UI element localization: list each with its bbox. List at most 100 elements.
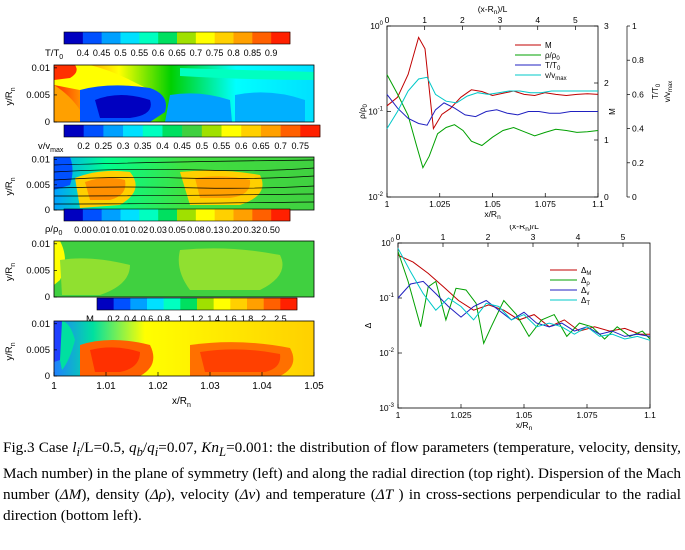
colorbar-swatch [260, 125, 281, 137]
series-line [386, 94, 598, 126]
left-ylabel: y/Rn [4, 87, 17, 105]
top-tick-label: 4 [576, 232, 581, 242]
colorbar-tick-label: 0.7 [274, 141, 287, 151]
colorbar-swatch [271, 209, 291, 221]
colorbar-tick-label: 0.35 [134, 141, 152, 151]
colorbar-swatch [201, 125, 222, 137]
colorbar-swatch [280, 125, 301, 137]
colorbar-swatch [82, 209, 102, 221]
colorbar-swatch [214, 209, 234, 221]
legend-label: T/T0 [545, 61, 561, 72]
contour-plot-mach [53, 320, 315, 377]
colorbar-swatch [64, 209, 84, 221]
colorbar-swatch [271, 32, 291, 44]
top-axis-label: (x-Rn)/L [509, 225, 539, 233]
colorbar-tick-label: 0.13 [206, 225, 224, 235]
colorbar-swatch [163, 298, 181, 310]
colorbar-swatch [64, 32, 84, 44]
colorbar-swatch [97, 298, 114, 310]
colorbar-tick-label: 0.75 [206, 48, 224, 58]
colorbar-tick-label: 0.05 [168, 225, 186, 235]
colorbar-tick-label: 0.7 [190, 48, 203, 58]
legend-label: M [545, 41, 552, 50]
colorbar-swatch [162, 125, 183, 137]
plot-frame [397, 242, 651, 409]
right-y1-tick-label: 0 [604, 192, 609, 202]
contour-plot-velocity [53, 156, 315, 211]
colorbar-swatch [120, 209, 140, 221]
colorbar-swatch [195, 209, 215, 221]
left-ytick-label: 0.01 [32, 155, 51, 166]
left-xlabel: x/Rn [172, 396, 191, 409]
colorbar-frame [96, 297, 298, 311]
x-tick-label: 1.05 [516, 410, 533, 420]
colorbar-swatch [158, 209, 178, 221]
left-ytick-label: 0 [45, 371, 50, 382]
colorbar-swatch [139, 32, 159, 44]
left-ytick-label: 0 [45, 292, 50, 303]
x-tick-label: 1 [396, 410, 401, 420]
colorbar-swatch [214, 32, 234, 44]
left-ytick-label: 0.01 [32, 63, 51, 74]
top-tick-label: 5 [621, 232, 626, 242]
colorbar-swatch [177, 209, 197, 221]
colorbar-tick-label: 0.6 [141, 314, 154, 324]
colorbar-swatch [233, 209, 253, 221]
chart-dispersion: 0 1 2 3 4 5 (x-Rn)/L 1 1.025 1.05 1.075 1.1 x/Rn 10-3… [363, 225, 656, 432]
right-y2-axis-label: T/T0 [651, 83, 662, 99]
colorbar-tick-label: 0.65 [252, 141, 270, 151]
x-axis-label: x/Rn [484, 209, 501, 220]
colorbar-swatch [252, 32, 272, 44]
colorbar-tick-label: 0.4 [77, 48, 90, 58]
colorbar-swatch [197, 298, 214, 310]
right-y1-tick-label: 3 [604, 21, 609, 31]
colorbar-velocity: v/vmax 0.2 0.25 0.3 0.35 0.4 0.45 0.5 0.55 0.6 0.… [38, 124, 321, 154]
colorbar-swatch [147, 298, 164, 310]
y-tick-label: 10-3 [379, 403, 394, 413]
y-tick-label: 100 [381, 238, 394, 248]
colorbar-tick-label: 1.4 [207, 314, 220, 324]
top-tick-label: 2 [486, 232, 491, 242]
plot-frame [386, 25, 599, 198]
colorbar-swatch [182, 125, 203, 137]
colorbar-tick-label: 0.8 [227, 48, 240, 58]
legend-label: Δρ [581, 276, 590, 287]
top-tick-label: 4 [535, 15, 540, 25]
left-ytick-label: 0.01 [32, 319, 51, 330]
colorbar-tick-label: 0.75 [292, 141, 310, 151]
contour-plot-temperature [53, 64, 315, 123]
left-y-tick-label: 100 [370, 21, 383, 31]
top-tick-label: 3 [498, 15, 503, 25]
colorbar-tick-label: 0.6 [152, 48, 165, 58]
series-line [397, 280, 651, 337]
colorbar-tick-label: 0.55 [213, 141, 231, 151]
top-tick-label: 5 [573, 15, 578, 25]
colorbar-tick-label: 0.25 [95, 141, 113, 151]
x-tick-label: 1.1 [644, 410, 656, 420]
colorbar-mach: M 0.2 0.4 0.6 0.8 1 1.2 1.4 1.6 1.8 2 2.5 [86, 297, 298, 325]
figure-caption: Fig.3 Case li/L=0.5, qb/qi=0.07, KnL=0.0… [3, 439, 682, 525]
colorbar-tick-label: 0.02 [131, 225, 149, 235]
left-ytick-label: 0.01 [32, 239, 51, 250]
colorbar-tick-label: 0.45 [173, 141, 191, 151]
y-tick-label: 10-1 [379, 293, 394, 303]
legend-label: ΔM [581, 266, 591, 277]
contour-plot-density [53, 240, 315, 298]
colorbar-tick-label: 0.5 [196, 141, 209, 151]
colorbar-tick-label: 1.6 [224, 314, 237, 324]
colorbar-swatch [83, 125, 104, 137]
left-xtick-label: 1.01 [96, 381, 116, 392]
colorbar-swatch [101, 32, 121, 44]
left-xtick-label: 1.03 [200, 381, 220, 392]
colorbar-swatch [213, 298, 231, 310]
top-tick-label: 1 [422, 15, 427, 25]
colorbar-tick-label: 1 [178, 314, 183, 324]
top-axis-label: (x-Rn)/L [478, 4, 508, 16]
left-y-tick-label: 10-1 [368, 107, 383, 117]
left-xtick-label: 1.02 [148, 381, 168, 392]
colorbar-frame [63, 31, 291, 45]
right-y1-tick-label: 1 [604, 135, 609, 145]
left-ytick-label: 0 [45, 205, 50, 216]
colorbar-tick-label: 0.65 [168, 48, 186, 58]
colorbar-tick-label: 1.2 [191, 314, 204, 324]
